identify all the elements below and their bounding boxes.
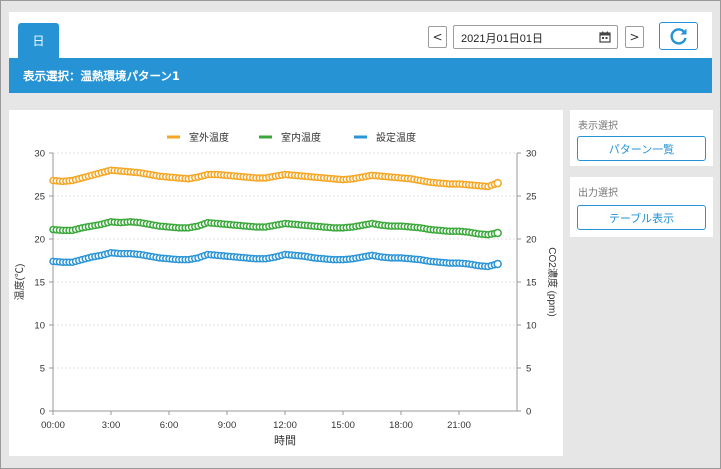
y-tick-label: 25 — [34, 192, 45, 203]
temperature-chart: 0 0 5 5 10 10 15 15 20 20 25 25 30 30 00:00 3:00 6:00 9:0… — [13, 131, 559, 447]
selection-title: 表示選択：温熱環境パターン1 — [23, 68, 180, 83]
x-tick-label: 18:00 — [389, 420, 413, 431]
data-point — [493, 178, 502, 188]
x-tick-label: 15:00 — [331, 420, 355, 431]
y-tick-label: 20 — [34, 235, 45, 246]
y-tick-label: 5 — [40, 364, 45, 375]
selection-bar: 表示選択：温熱環境パターン1 — [9, 58, 712, 93]
legend-label: 室外温度 — [189, 131, 229, 144]
pattern-list-button[interactable]: パターン一覧 — [577, 136, 706, 161]
y2-tick-label: 30 — [526, 149, 537, 160]
y2-tick-label: 15 — [526, 278, 537, 289]
x-tick-label: 00:00 — [41, 420, 65, 431]
refresh-button[interactable] — [659, 22, 698, 50]
date-value: 2021月01日01日 — [461, 33, 543, 45]
tab-day[interactable]: 日 — [18, 23, 59, 58]
y-tick-label: 30 — [34, 149, 45, 160]
y2-tick-label: 10 — [526, 321, 537, 332]
y2-tick-label: 20 — [526, 235, 537, 246]
output-select-panel: 出力選択 テーブル表示 — [570, 177, 713, 237]
chart-panel: 0 0 5 5 10 10 15 15 20 20 25 25 30 30 00:00 3:00 6:00 9:0… — [9, 110, 563, 456]
x-tick-label: 12:00 — [273, 420, 297, 431]
display-select-title: 表示選択 — [578, 121, 618, 132]
legend-label: 設定温度 — [376, 131, 416, 144]
x-tick-label: 6:00 — [160, 420, 179, 431]
prev-date-button[interactable]: < — [428, 26, 447, 48]
y-axis-label: 温度(℃) — [13, 264, 26, 301]
y2-tick-label: 25 — [526, 192, 537, 203]
next-date-button[interactable]: > — [625, 26, 644, 48]
top-toolbar: 日 < 2021月01日01日 > — [9, 12, 712, 58]
y-tick-label: 15 — [34, 278, 45, 289]
y2-tick-label: 5 — [526, 364, 531, 375]
y2-axis-label: CO2濃度 (ppm) — [546, 247, 559, 316]
output-select-title: 出力選択 — [578, 188, 618, 199]
calendar-icon[interactable] — [599, 31, 611, 43]
y2-tick-label: 0 — [526, 407, 531, 418]
x-axis-label: 時間 — [274, 434, 296, 447]
data-point — [493, 228, 502, 238]
table-view-button[interactable]: テーブル表示 — [577, 205, 706, 230]
x-tick-label: 3:00 — [102, 420, 121, 431]
display-select-panel: 表示選択 パターン一覧 — [570, 110, 713, 166]
y-tick-label: 0 — [40, 407, 45, 418]
legend-label: 室内温度 — [281, 131, 321, 144]
x-tick-label: 21:00 — [447, 420, 471, 431]
y-tick-label: 10 — [34, 321, 45, 332]
x-tick-label: 9:00 — [218, 420, 237, 431]
data-point — [493, 259, 502, 269]
date-field[interactable]: 2021月01日01日 — [453, 25, 618, 49]
refresh-icon — [670, 28, 687, 45]
